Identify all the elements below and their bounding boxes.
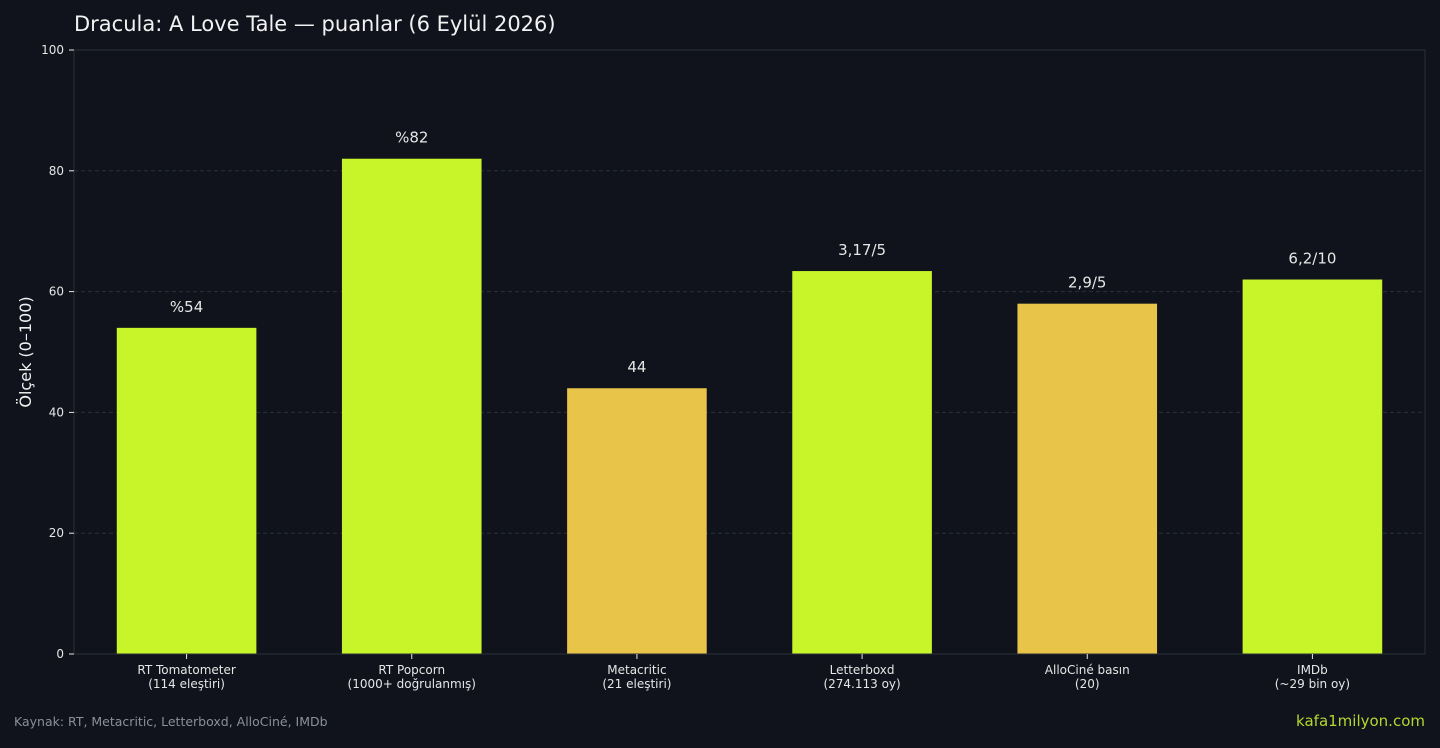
bar[interactable] [1242,279,1383,654]
brand-watermark[interactable]: kafa1milyon.com [1296,712,1425,730]
x-tick-label: (~29 bin oy) [1275,677,1350,691]
grid-layer [74,170,1425,534]
data-label: 6,2/10 [1288,250,1336,268]
x-tick-label: Metacritic [607,663,666,677]
bar[interactable] [567,388,707,654]
bar[interactable] [1017,303,1158,654]
y-tick-label: 80 [49,164,64,178]
axis-layer: 0 20 40 60 80 100 RT Tomatometer(114 eleştiri)… [41,43,1426,691]
x-tick-label: (21 eleştiri) [602,677,671,691]
y-tick-label: 100 [41,43,64,57]
data-label: 44 [627,358,646,376]
bar[interactable] [341,158,482,654]
y-tick-label: 0 [56,647,64,661]
y-tick-label: 60 [49,285,64,299]
data-label: %82 [395,129,428,147]
x-tick-label: AlloCiné basın [1045,663,1130,677]
bar[interactable] [116,327,257,654]
x-tick-label: (20) [1075,677,1100,691]
data-label: 2,9/5 [1068,274,1106,292]
x-tick-label: (274.113 oy) [823,677,900,691]
y-tick-label: 40 [49,405,64,419]
x-tick-label: RT Popcorn [378,663,445,677]
y-tick-label: 20 [49,526,64,540]
plot-frame [73,49,1426,655]
data-label: %54 [170,298,203,316]
data-labels-layer: %54 %82 44 3,17/5 2,9/5 6,2/10 [170,129,1337,377]
source-note: Kaynak: RT, Metacritic, Letterboxd, Allo… [14,714,328,729]
x-tick-label: Letterboxd [830,663,895,677]
x-tick-label: (1000+ doğrulanmış) [348,677,476,691]
y-axis-label: Ölçek (0–100) [16,296,35,407]
x-tick-label: RT Tomatometer [137,663,235,677]
x-tick-label: (114 eleştiri) [148,677,225,691]
bar[interactable] [792,271,932,654]
data-label: 3,17/5 [838,241,886,259]
x-tick-label: IMDb [1297,663,1328,677]
chart-title: Dracula: A Love Tale — puanlar (6 Eylül … [74,12,556,36]
bars-layer [116,158,1383,654]
